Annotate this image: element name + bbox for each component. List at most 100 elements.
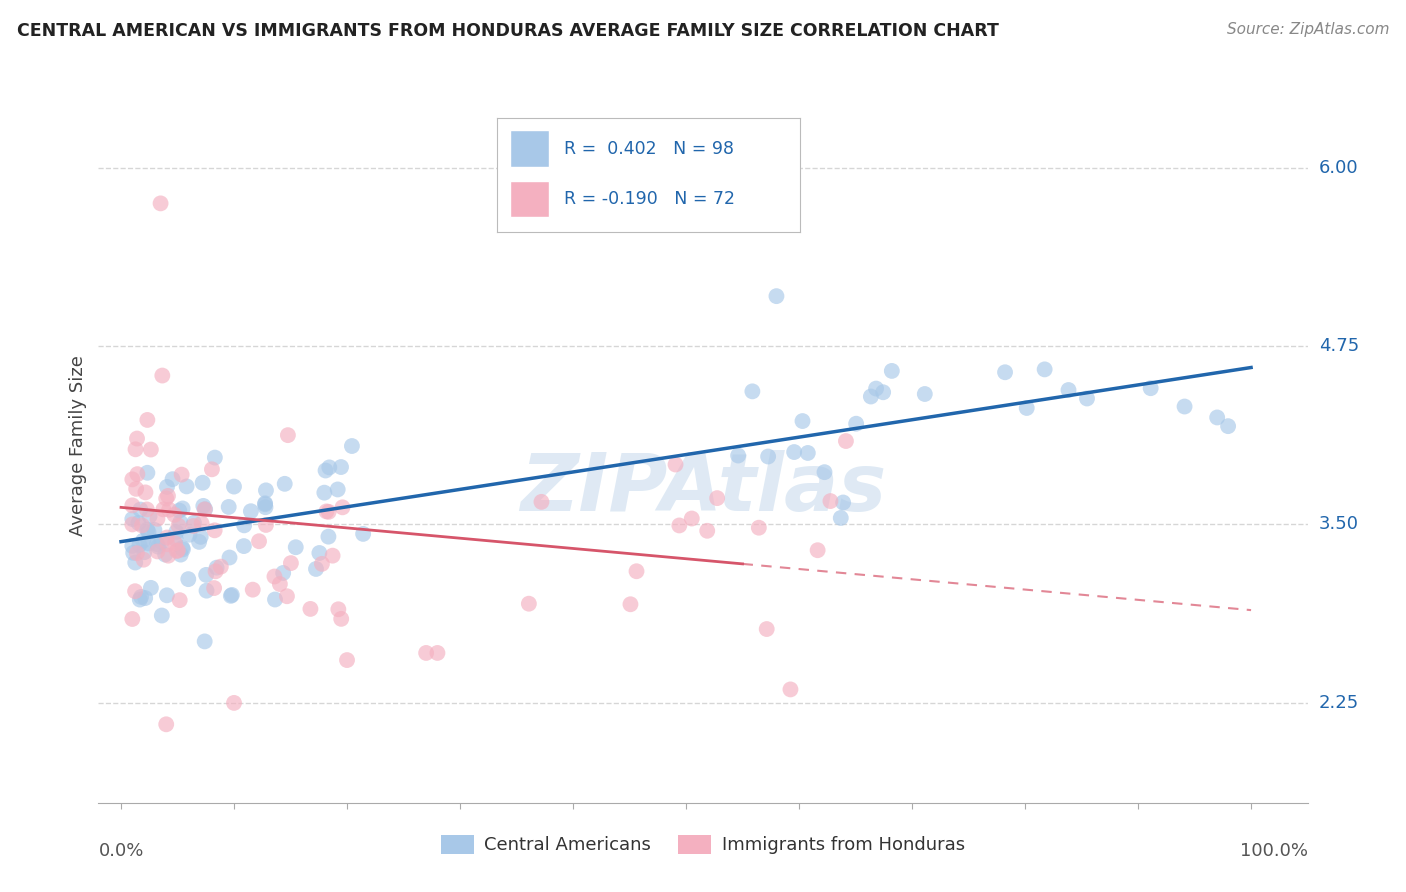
Point — [172, 501, 194, 516]
Point — [194, 502, 217, 516]
Point — [415, 646, 437, 660]
Point — [254, 483, 277, 498]
Point — [845, 417, 868, 431]
Point — [157, 549, 180, 563]
Point — [1033, 362, 1056, 376]
Legend: Central Americans, Immigrants from Honduras: Central Americans, Immigrants from Hondu… — [434, 828, 972, 862]
Point — [129, 590, 152, 604]
Point — [146, 537, 169, 551]
Text: Source: ZipAtlas.com: Source: ZipAtlas.com — [1226, 22, 1389, 37]
Point — [146, 540, 169, 554]
Point — [322, 549, 344, 563]
Point — [190, 516, 212, 531]
Point — [195, 567, 218, 582]
Point — [131, 518, 153, 533]
Point — [530, 495, 553, 509]
Point — [205, 560, 228, 574]
Point — [219, 589, 242, 603]
Point — [741, 384, 763, 399]
Point — [756, 450, 779, 464]
Point — [181, 519, 204, 533]
Text: 3.50: 3.50 — [1319, 516, 1358, 533]
Point — [835, 434, 858, 448]
Point — [194, 634, 217, 648]
Point — [150, 368, 173, 383]
Point — [163, 536, 186, 550]
Point — [177, 572, 200, 586]
Point — [765, 289, 787, 303]
Point — [136, 413, 159, 427]
Point — [696, 524, 718, 538]
Point — [872, 385, 894, 400]
Point — [132, 552, 155, 566]
Point — [218, 500, 240, 514]
Point — [146, 512, 169, 526]
Point — [121, 472, 143, 486]
Point — [169, 515, 191, 529]
Point — [127, 516, 149, 530]
Point — [318, 530, 340, 544]
Point — [169, 548, 191, 562]
Text: 100.0%: 100.0% — [1240, 842, 1308, 860]
Point — [124, 556, 146, 570]
Point — [190, 530, 212, 544]
Point — [167, 518, 190, 533]
Point — [332, 500, 354, 515]
Point — [146, 544, 169, 558]
Point — [134, 591, 156, 605]
Point — [125, 432, 148, 446]
Point — [188, 535, 211, 549]
Point — [149, 196, 172, 211]
Point — [352, 527, 374, 541]
Point — [305, 562, 328, 576]
Point — [336, 653, 359, 667]
Point — [157, 503, 180, 517]
Point — [179, 527, 201, 541]
Point — [340, 439, 363, 453]
Point — [204, 450, 226, 465]
Point — [165, 524, 187, 539]
Point — [166, 544, 188, 558]
Point — [914, 387, 936, 401]
Point — [156, 489, 179, 503]
Point — [222, 479, 245, 493]
Point — [167, 503, 190, 517]
Point — [247, 534, 270, 549]
Point — [263, 569, 285, 583]
Point — [299, 602, 322, 616]
Point — [121, 499, 143, 513]
Point — [318, 460, 340, 475]
Point — [242, 582, 264, 597]
Point — [172, 541, 194, 555]
Point — [326, 483, 349, 497]
Point — [128, 592, 150, 607]
Point — [162, 472, 184, 486]
Text: 4.75: 4.75 — [1319, 337, 1360, 355]
Point — [1174, 400, 1197, 414]
Point — [139, 442, 162, 457]
Point — [813, 465, 835, 479]
Point — [195, 583, 218, 598]
Point — [201, 462, 224, 476]
Point — [254, 497, 277, 511]
Point — [264, 592, 287, 607]
Point — [135, 502, 157, 516]
Point — [727, 449, 749, 463]
Point — [222, 696, 245, 710]
Point — [318, 505, 340, 519]
Point — [274, 476, 297, 491]
Point — [124, 584, 146, 599]
Point — [269, 577, 291, 591]
Point — [284, 541, 307, 555]
Point — [170, 467, 193, 482]
Point — [1057, 383, 1080, 397]
Point — [1076, 392, 1098, 406]
Point — [202, 581, 225, 595]
Point — [254, 500, 277, 515]
Text: CENTRAL AMERICAN VS IMMIGRANTS FROM HONDURAS AVERAGE FAMILY SIZE CORRELATION CHA: CENTRAL AMERICAN VS IMMIGRANTS FROM HOND… — [17, 22, 998, 40]
Point — [169, 593, 191, 607]
Point — [748, 521, 770, 535]
Point — [121, 512, 143, 526]
Point — [194, 502, 217, 516]
Point — [859, 390, 882, 404]
